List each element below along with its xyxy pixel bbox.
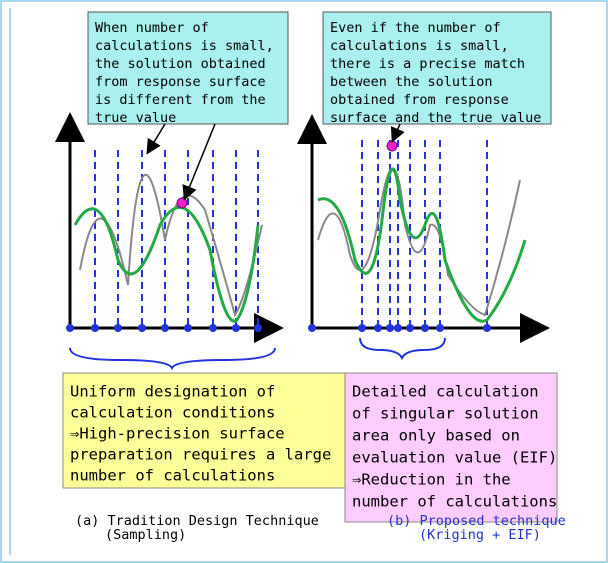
text-line: the solution obtained — [95, 56, 266, 72]
panel-a: When number of calculations is small, the … — [55, 11, 384, 543]
true-curve — [317, 167, 521, 317]
text-block: Even if the number of calculations is sma… — [330, 20, 541, 126]
sample-lines — [361, 140, 488, 328]
text-block: When number of calculations is small, the … — [95, 20, 274, 126]
text-line: ⇒Reduction in the — [352, 471, 511, 489]
text-line: (b) Proposed technique — [387, 513, 566, 529]
text-line: Uniform designation of — [70, 383, 275, 401]
text-line: number of calculations — [352, 493, 557, 511]
text-line: When number of — [95, 20, 209, 36]
text-line: (Sampling) — [105, 527, 186, 543]
text-block: (b) Proposed technique(Kriging + EIF) — [387, 513, 566, 543]
arrow — [182, 123, 216, 201]
surface-curve — [317, 167, 527, 323]
text-line: preparation requires a large — [70, 446, 331, 464]
text-line: there is a precise match — [330, 56, 525, 72]
text-line: Detailed calculation — [352, 383, 539, 401]
text-line: evaluation value (EIF) — [352, 449, 557, 467]
text-line: from response surface — [95, 74, 266, 90]
text-line: between the solution — [330, 74, 493, 90]
text-line: of singular solution — [352, 405, 539, 423]
sample-points — [66, 324, 262, 332]
brace — [69, 347, 276, 371]
text-line: obtained from response — [330, 92, 509, 108]
arrow — [146, 123, 166, 155]
text-block: Uniform designation of calculation condit… — [70, 383, 331, 485]
text-line: calculations is small, — [330, 38, 509, 54]
text-line: area only based on — [352, 427, 520, 445]
note-box — [344, 372, 558, 523]
text-line: Even if the number of — [330, 20, 501, 36]
true-curve — [79, 173, 263, 318]
sample-points — [308, 324, 491, 332]
point — [386, 140, 398, 152]
text-block: Detailed calculation of singular solution… — [352, 383, 557, 511]
callout-box — [87, 11, 289, 125]
text-line: calculations is small, — [95, 38, 274, 54]
text-line: number of calculations — [70, 467, 275, 485]
arrow — [390, 123, 405, 143]
text-line: (a) Tradition Design Technique — [75, 513, 319, 529]
brace — [359, 337, 446, 361]
text-line: surface and the true value — [330, 110, 541, 126]
panel-b: Even if the number of calculations is sma… — [297, 11, 566, 543]
text-line: (Kriging + EIF) — [419, 527, 541, 543]
text-block: (a) Tradition Design Technique(Sampling) — [75, 513, 319, 543]
point — [176, 197, 188, 209]
text-line: ⇒High-precision surface — [70, 425, 285, 443]
note-box — [62, 372, 384, 489]
text-line: calculation conditions — [70, 404, 275, 422]
text-line: true value — [95, 110, 176, 126]
surface-curve — [73, 205, 260, 323]
callout-box — [322, 11, 552, 125]
text-line: is different from the — [95, 92, 266, 108]
sample-lines — [94, 150, 259, 328]
